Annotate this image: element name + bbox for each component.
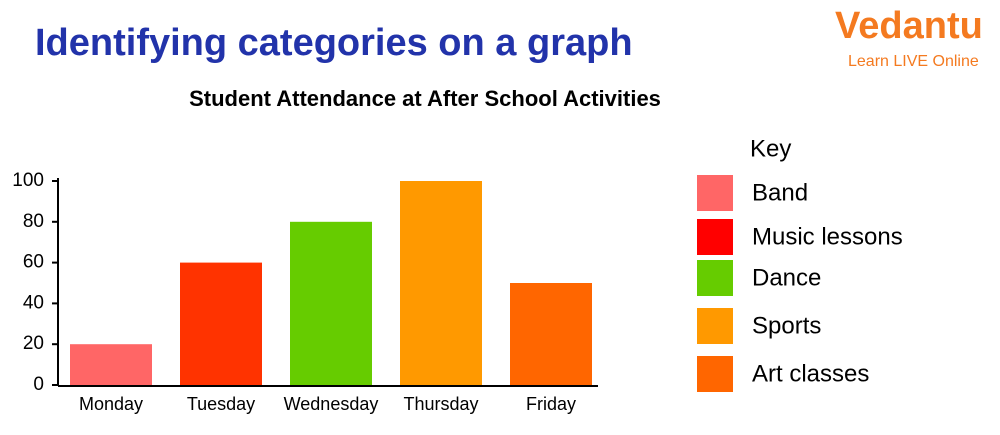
bar [510,283,592,385]
legend-title: Key [750,135,791,162]
legend-label: Music lessons [752,223,903,250]
x-tick-label: Tuesday [187,394,255,414]
y-tick-label: 80 [23,211,44,232]
legend-label: Band [752,179,808,206]
legend-label: Sports [752,312,821,339]
y-tick-label: 40 [23,292,44,313]
legend-swatch [697,219,733,255]
legend-swatch [697,260,733,296]
x-tick-label: Wednesday [284,394,379,414]
y-tick-label: 100 [12,170,44,191]
y-tick-label: 60 [23,252,44,273]
chart-title: Student Attendance at After School Activ… [189,86,661,111]
y-tick-label: 0 [33,374,44,395]
logo-name: Vedantu [835,5,983,47]
bar [70,344,152,385]
legend-swatch [697,175,733,211]
y-tick-label: 20 [23,333,44,354]
legend-swatch [697,308,733,344]
x-tick-label: Friday [526,394,576,414]
legend-swatch [697,356,733,392]
page-title: Identifying categories on a graph [35,22,633,64]
legend-label: Art classes [752,360,869,387]
bar [400,181,482,385]
x-tick-label: Thursday [403,394,478,414]
legend-label: Dance [752,264,821,291]
logo-tagline: Learn LIVE Online [848,53,979,70]
bar [290,221,372,385]
bar [180,262,262,385]
x-tick-label: Monday [79,394,143,414]
